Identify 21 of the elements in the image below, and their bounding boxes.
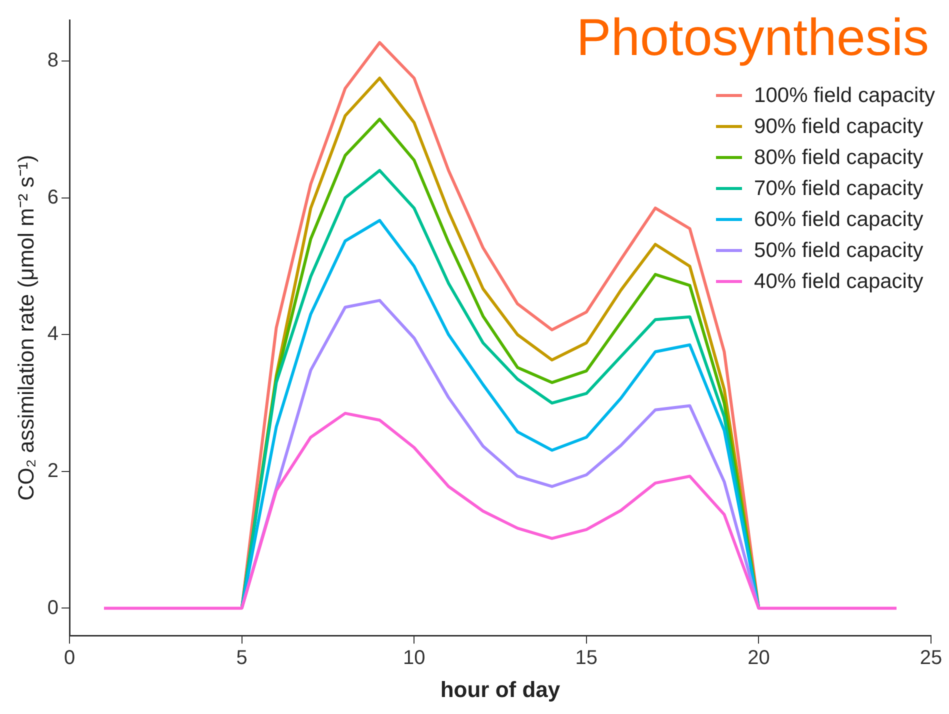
y-tick-label: 0 <box>47 596 59 619</box>
y-tick-label: 6 <box>47 186 59 208</box>
y-tick-label: 4 <box>47 323 59 346</box>
legend-label: 40% field capacity <box>754 270 924 294</box>
x-tick-label: 25 <box>920 647 942 670</box>
legend-label: 50% field capacity <box>754 238 924 262</box>
x-tick-label: 15 <box>575 647 598 670</box>
x-tick-label: 0 <box>64 647 76 670</box>
legend-label: 90% field capacity <box>754 114 924 138</box>
x-tick-label: 10 <box>402 647 426 670</box>
y-tick-label: 2 <box>47 460 59 482</box>
y-axis-title: CO₂ assimilation rate (μmol m⁻² s⁻¹) <box>13 154 38 501</box>
chart-title: Photosynthesis <box>576 8 929 68</box>
legend-label: 70% field capacity <box>754 176 924 200</box>
legend-label: 60% field capacity <box>754 208 924 232</box>
x-axis-title: hour of day <box>440 676 561 702</box>
x-tick-label: 5 <box>236 647 248 670</box>
legend-label: 80% field capacity <box>754 146 924 170</box>
y-tick-label: 8 <box>47 50 59 72</box>
legend-label: 100% field capacity <box>754 84 935 108</box>
x-tick-label: 20 <box>748 647 770 670</box>
